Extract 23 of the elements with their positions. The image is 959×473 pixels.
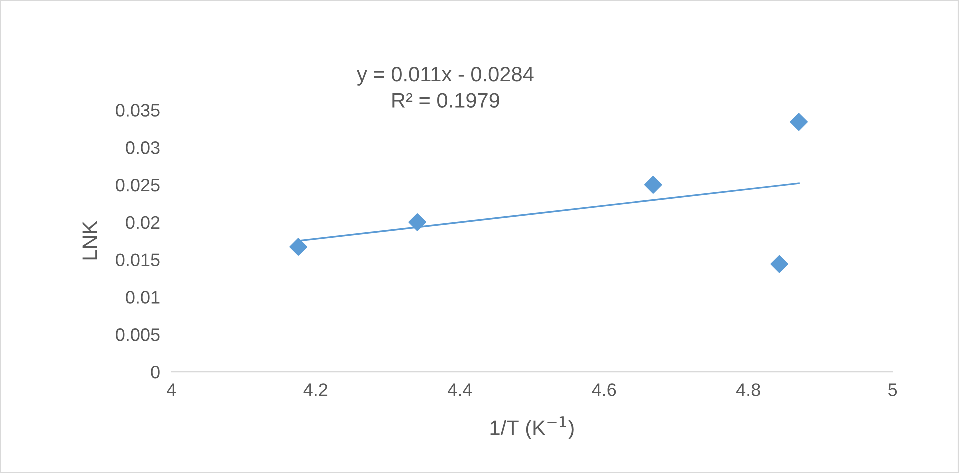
point <box>770 255 789 274</box>
x-tick-label: 4.2 <box>304 384 328 396</box>
point <box>644 176 662 194</box>
x-tick-label: 4.8 <box>736 384 760 396</box>
y-tick-label: 0.03 <box>126 142 160 154</box>
point <box>408 214 426 232</box>
y-tick-label: 0.025 <box>116 178 160 192</box>
x-tick-label: 4.4 <box>448 384 472 396</box>
text: y = 0.011x - 0.0284 <box>357 67 534 86</box>
y-tick-label: 0.035 <box>116 104 160 117</box>
y-tick-label: 0 <box>151 366 160 379</box>
point <box>790 113 808 132</box>
point <box>290 238 308 256</box>
y-tick-label: 0.02 <box>126 216 160 230</box>
y-tick-label: 0.01 <box>126 291 160 304</box>
text: R² = 0.1979 <box>392 93 500 108</box>
x-tick-label: 5 <box>888 384 898 396</box>
x-axis-title: 1/T (K$^{−1}$) <box>490 416 574 440</box>
y-tick-label: 0.005 <box>116 328 160 342</box>
y-tick-label: 0.015 <box>116 254 160 267</box>
x-tick-label: 4.6 <box>592 384 616 396</box>
x-tick-label: 4 <box>167 384 176 396</box>
y-axis-title: LNK <box>82 221 98 260</box>
